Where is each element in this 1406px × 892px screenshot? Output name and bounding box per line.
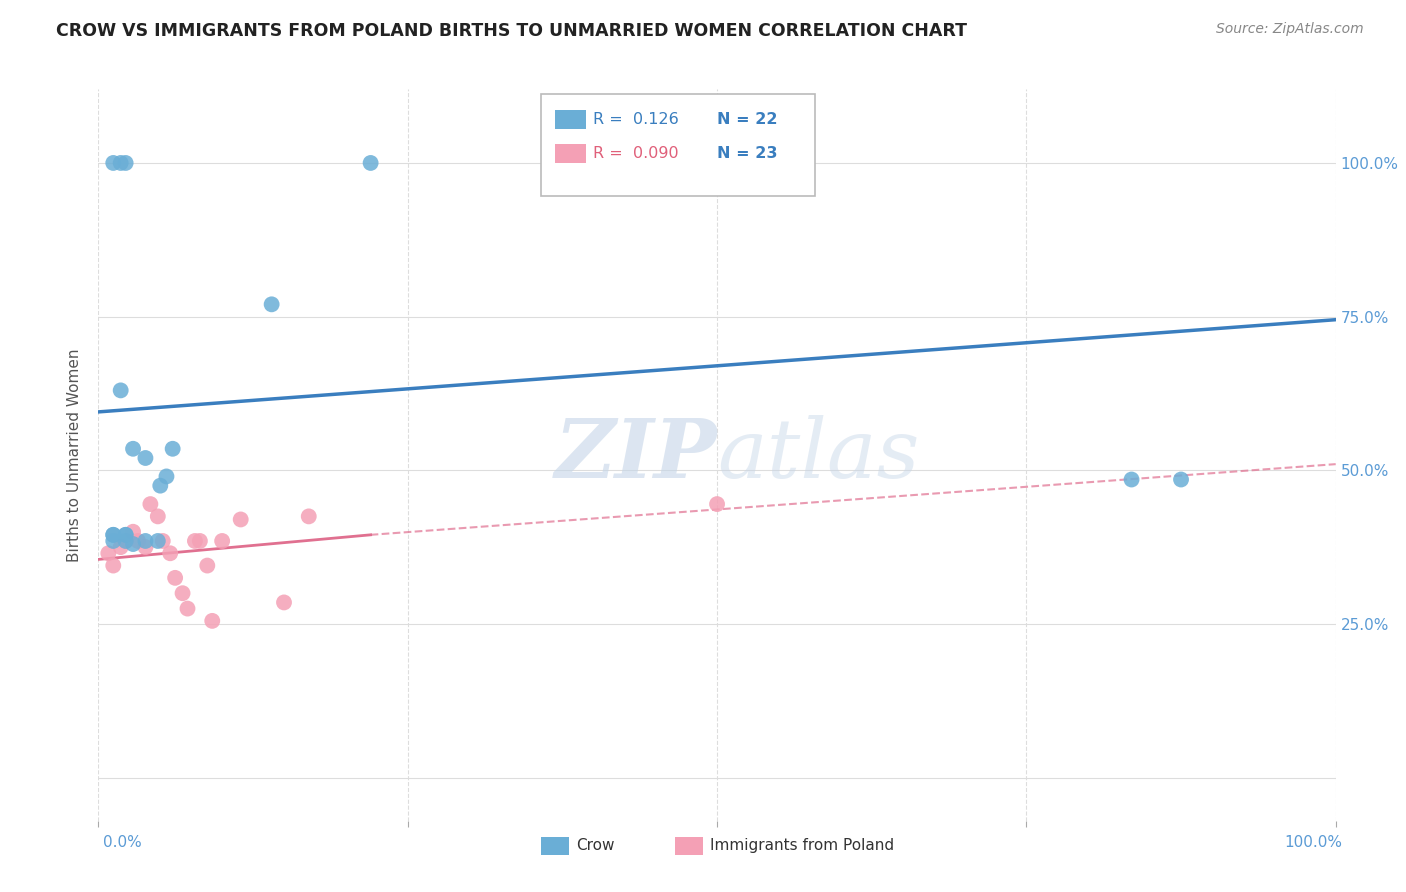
Point xyxy=(155,469,177,483)
Point xyxy=(146,509,169,524)
Point xyxy=(110,156,132,170)
Text: CROW VS IMMIGRANTS FROM POLAND BIRTHS TO UNMARRIED WOMEN CORRELATION CHART: CROW VS IMMIGRANTS FROM POLAND BIRTHS TO… xyxy=(56,22,967,40)
Point xyxy=(122,537,145,551)
Y-axis label: Births to Unmarried Women: Births to Unmarried Women xyxy=(67,348,83,562)
Point xyxy=(103,156,125,170)
Point xyxy=(298,509,321,524)
Point xyxy=(149,478,172,492)
Point xyxy=(103,533,125,548)
Point xyxy=(188,533,211,548)
Point xyxy=(110,540,132,554)
Text: R =  0.126: R = 0.126 xyxy=(593,112,679,127)
Text: N = 23: N = 23 xyxy=(717,146,778,161)
Text: 100.0%: 100.0% xyxy=(1285,836,1343,850)
Point xyxy=(114,156,136,170)
Text: N = 22: N = 22 xyxy=(717,112,778,127)
Point xyxy=(103,558,125,573)
Point xyxy=(184,533,207,548)
Point xyxy=(97,546,120,560)
Point xyxy=(172,586,194,600)
Point xyxy=(229,512,252,526)
Point xyxy=(162,442,184,456)
Text: Immigrants from Poland: Immigrants from Poland xyxy=(710,838,894,853)
Point xyxy=(122,524,145,539)
Point xyxy=(114,528,136,542)
Text: 0.0%: 0.0% xyxy=(103,836,142,850)
Point xyxy=(201,614,224,628)
Point xyxy=(114,528,136,542)
Point xyxy=(152,533,174,548)
Point xyxy=(127,533,149,548)
Point xyxy=(706,497,728,511)
Point xyxy=(114,533,136,548)
Point xyxy=(134,450,156,465)
Text: ZIP: ZIP xyxy=(554,415,717,495)
Point xyxy=(273,595,295,609)
Point xyxy=(195,558,218,573)
Text: Source: ZipAtlas.com: Source: ZipAtlas.com xyxy=(1216,22,1364,37)
Point xyxy=(103,528,125,542)
Point xyxy=(134,540,156,554)
Point xyxy=(360,156,382,170)
Point xyxy=(134,533,156,548)
Point xyxy=(122,442,145,456)
Point xyxy=(103,528,125,542)
Point xyxy=(1170,473,1192,487)
Text: Crow: Crow xyxy=(576,838,614,853)
Point xyxy=(211,533,233,548)
Point xyxy=(114,533,136,548)
Point xyxy=(260,297,283,311)
Text: R =  0.090: R = 0.090 xyxy=(593,146,679,161)
Point xyxy=(110,384,132,398)
Point xyxy=(176,601,198,615)
Text: atlas: atlas xyxy=(717,415,920,495)
Point xyxy=(146,533,169,548)
Point xyxy=(1121,473,1143,487)
Point xyxy=(165,571,187,585)
Point xyxy=(139,497,162,511)
Point xyxy=(159,546,181,560)
